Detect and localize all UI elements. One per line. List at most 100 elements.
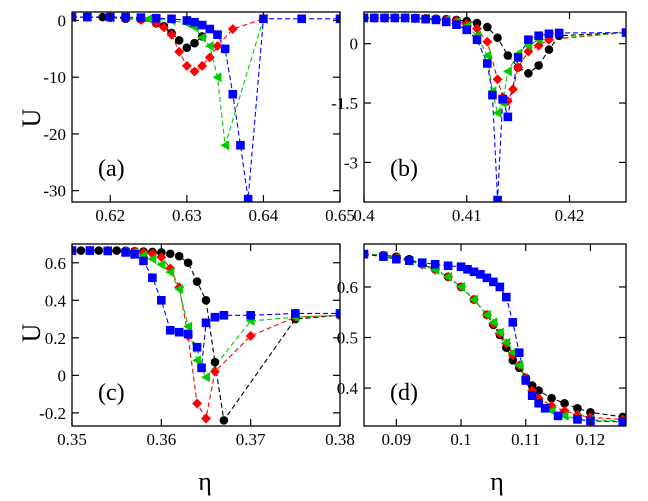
data-point-square [174,327,184,337]
x-axis-label-right: η [490,467,504,496]
data-point-square [476,270,485,279]
data-point-square [335,309,340,318]
panel-label: (a) [98,156,125,182]
data-point-triangle [201,372,210,383]
data-point-square [335,14,340,24]
plot-area [72,12,340,202]
data-point-diamond [212,41,223,51]
panels: 0.62 0.63 0.64 0.650-10-20-30(a)0.4 0.41 0.42… [39,11,627,449]
data-point-square [190,17,199,27]
data-point-circle [573,404,582,413]
y-tick-label: 0.2 [45,329,66,348]
data-point-square [83,12,92,22]
plot-frame [71,243,341,427]
data-point-diamond [527,385,538,396]
data-point-diamond [543,34,554,45]
plot-frame [363,243,627,427]
data-point-circle [560,398,569,408]
x-tick-label: 0.11 [511,430,540,449]
data-point-triangle [482,50,492,61]
data-point-triangle [183,321,193,332]
data-point-diamond [472,23,482,34]
data-point-square [452,20,461,29]
data-point-square [514,348,524,357]
data-point-circle [182,43,192,53]
panel-a: 0.62 0.63 0.64 0.65 0 -10 -20 -30 (a) [43,11,355,225]
y-tick-label: 0.6 [337,278,358,297]
y-tick-label: -1.5 [331,94,358,113]
data-point-square [488,90,497,100]
data-point-circle [544,45,554,54]
x-tick-label: 0.12 [576,430,606,449]
x-tick-label: 0.1 [450,430,471,449]
data-point-square [521,376,531,385]
data-point-circle [586,408,595,417]
data-point-square [364,249,369,259]
y-tick-label: 0 [350,35,359,54]
data-point-triangle [143,13,153,24]
data-point-diamond [197,60,208,71]
data-point-square [431,15,441,25]
data-point-circle [219,416,229,425]
data-point-square [544,29,554,39]
data-point-square [411,14,420,23]
data-point-diamond [158,22,169,33]
panel-b: 0.4 0.41 0.42 0 -1.5 -3 (b) [331,11,627,225]
data-point-square [85,246,95,255]
x-tick-label: 0.64 [249,206,279,225]
x-tick-label: 0.38 [325,430,355,449]
data-point-triangle [456,282,465,292]
series-line-diamond [364,253,623,420]
data-point-square [297,14,307,24]
data-point-circle [210,357,220,367]
data-point-square [197,363,206,373]
data-point-square [213,30,222,39]
data-point-square [228,89,238,99]
data-point-circle [534,61,543,70]
series-line-triangle [72,16,264,146]
data-point-triangle [502,66,512,77]
y-tick-label: 0.6 [45,254,66,273]
data-point-triangle [494,327,504,338]
data-point-diamond [245,330,256,341]
data-point-circle [201,295,211,305]
data-point-circle [183,258,193,268]
y-tick-label: 0 [58,12,67,31]
data-point-triangle [197,32,207,43]
data-point-circle [76,246,86,255]
data-point-square [498,94,508,104]
data-point-square [364,13,369,23]
data-point-square [554,28,564,38]
data-point-diamond [189,66,200,77]
panel-label: (d) [390,380,418,406]
data-point-square [369,13,379,23]
data-point-circle [112,246,121,255]
plot-area [72,245,340,425]
data-point-square [573,415,582,424]
data-point-square [482,273,492,283]
data-point-triangle [559,410,569,421]
data-point-triangle [220,140,230,151]
data-point-square [456,262,466,272]
data-point-circle [472,18,482,28]
data-point-square [553,411,563,421]
plot-frame [71,11,341,203]
data-point-square [103,246,113,256]
panel-d: 0.09 0.1 0.11 0.12 0.4 0.5 0.6 (d) [337,243,627,449]
data-point-triangle [501,337,511,348]
data-point-circle [527,381,537,390]
data-point-diamond [192,398,203,409]
data-point-square [469,267,479,277]
panel-label: (c) [98,380,125,406]
data-point-triangle [469,294,478,305]
data-point-square [219,310,229,320]
data-point-diamond [502,96,513,107]
data-point-square [192,342,202,352]
data-point-square [167,14,176,24]
data-point-square [495,282,505,292]
data-point-diamond [508,84,518,95]
y-tick-label: -0.2 [39,404,66,423]
data-point-square [72,12,77,22]
data-point-square [379,252,388,261]
